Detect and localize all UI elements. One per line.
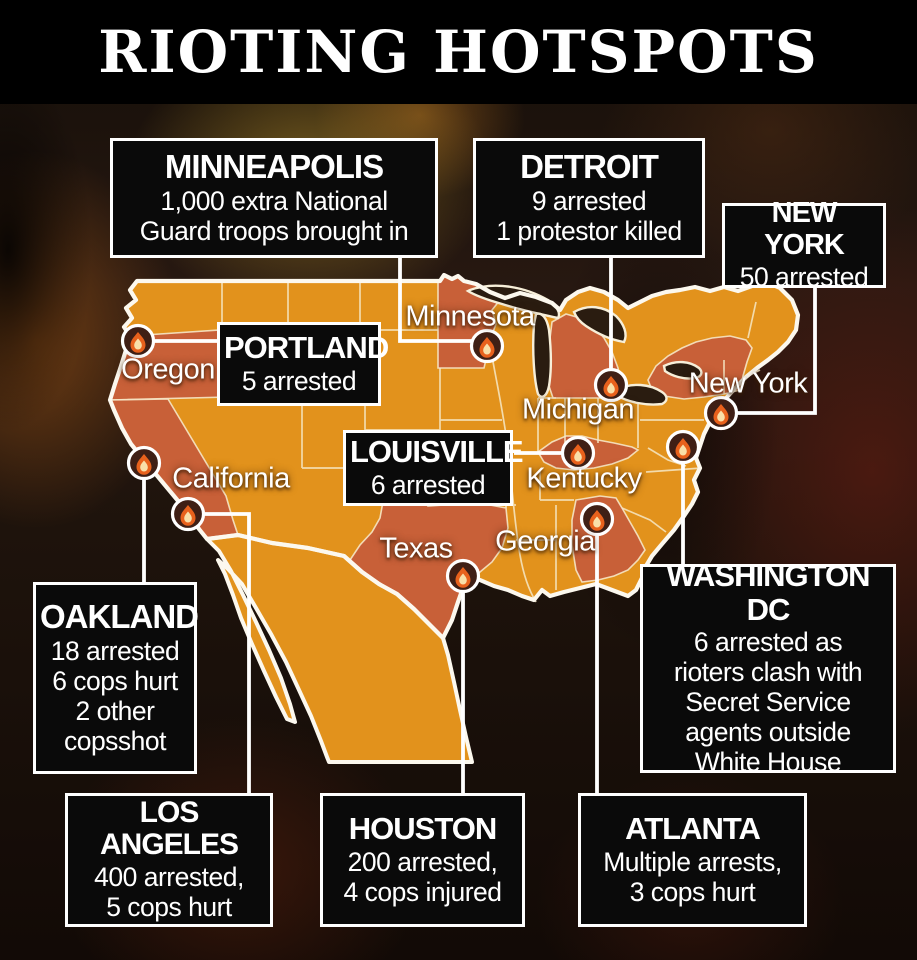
callout-body: 6 arrested xyxy=(370,469,486,500)
callout-body: 18 arrested 6 cops hurt 2 other copsshot xyxy=(50,635,180,756)
state-label-minnesota: Minnesota xyxy=(405,300,535,333)
callout-body: 5 arrested xyxy=(241,365,357,396)
state-label-kentucky: Kentucky xyxy=(526,462,642,495)
state-label-texas: Texas xyxy=(379,532,453,565)
state-label-california: California xyxy=(172,462,290,495)
fire-icon-portland xyxy=(120,323,156,359)
callout-title: HOUSTON xyxy=(348,811,497,847)
fire-icon-washington-dc xyxy=(665,429,701,465)
callout-los-angeles: LOS ANGELES 400 arrested, 5 cops hurt xyxy=(65,793,273,927)
callout-portland: PORTLAND 5 arrested xyxy=(217,322,389,406)
callout-title: OAKLAND xyxy=(40,598,199,636)
callout-title: NEW YORK xyxy=(764,197,845,261)
connector-lines xyxy=(142,258,817,793)
callout-body: Multiple arrests, 3 cops hurt xyxy=(603,846,782,907)
callout-new-york: NEW YORK 50 arrested xyxy=(722,198,886,292)
state-label-oregon: Oregon xyxy=(121,353,215,386)
fire-icon-oakland xyxy=(126,445,162,481)
callout-title: LOUISVILLE xyxy=(350,434,524,470)
callout-title: DETROIT xyxy=(520,148,659,186)
callout-louisville: LOUISVILLE 6 arrested xyxy=(343,430,524,506)
fire-icon-new-york xyxy=(703,395,739,431)
lake-michigan xyxy=(532,312,553,398)
callout-title: ATLANTA xyxy=(625,811,761,847)
callout-body: 200 arrested, 4 cops injured xyxy=(343,846,503,907)
callout-minneapolis: MINNEAPOLIS 1,000 extra National Guard t… xyxy=(110,138,438,258)
callout-title: PORTLAND xyxy=(224,330,389,366)
state-label-georgia: Georgia xyxy=(495,525,595,558)
callout-body: 1,000 extra National Guard troops brough… xyxy=(139,185,409,246)
callout-body: 50 arrested xyxy=(739,261,869,292)
state-label-michigan: Michigan xyxy=(521,393,635,426)
mexico-shape xyxy=(207,535,472,762)
title-banner: RIOTING HOTSPOTS xyxy=(0,0,917,104)
callout-body: 6 arrested as rioters clash with Secret … xyxy=(673,627,863,777)
callout-body: 9 arrested 1 protestor killed xyxy=(496,185,682,246)
callout-title: MINNEAPOLIS xyxy=(164,148,384,186)
fire-icon-minneapolis xyxy=(469,328,505,364)
fire-icon-los-angeles xyxy=(170,496,206,532)
callout-title: WASHINGTON DC xyxy=(666,558,871,627)
lake-ontario xyxy=(662,360,703,380)
callout-body: 400 arrested, 5 cops hurt xyxy=(94,862,244,923)
callout-detroit: DETROIT 9 arrested 1 protestor killed xyxy=(473,138,705,258)
callout-title: LOS ANGELES xyxy=(99,795,239,862)
callout-atlanta: ATLANTA Multiple arrests, 3 cops hurt xyxy=(578,793,807,927)
callout-houston: HOUSTON 200 arrested, 4 cops injured xyxy=(320,793,525,927)
callout-washington-dc: WASHINGTON DC 6 arrested as rioters clas… xyxy=(640,559,896,777)
state-label-new-york: New York xyxy=(688,367,808,400)
callout-oakland: OAKLAND 18 arrested 6 cops hurt 2 other … xyxy=(33,582,199,774)
page-title: RIOTING HOTSPOTS xyxy=(98,18,819,86)
lake-erie xyxy=(614,383,668,406)
